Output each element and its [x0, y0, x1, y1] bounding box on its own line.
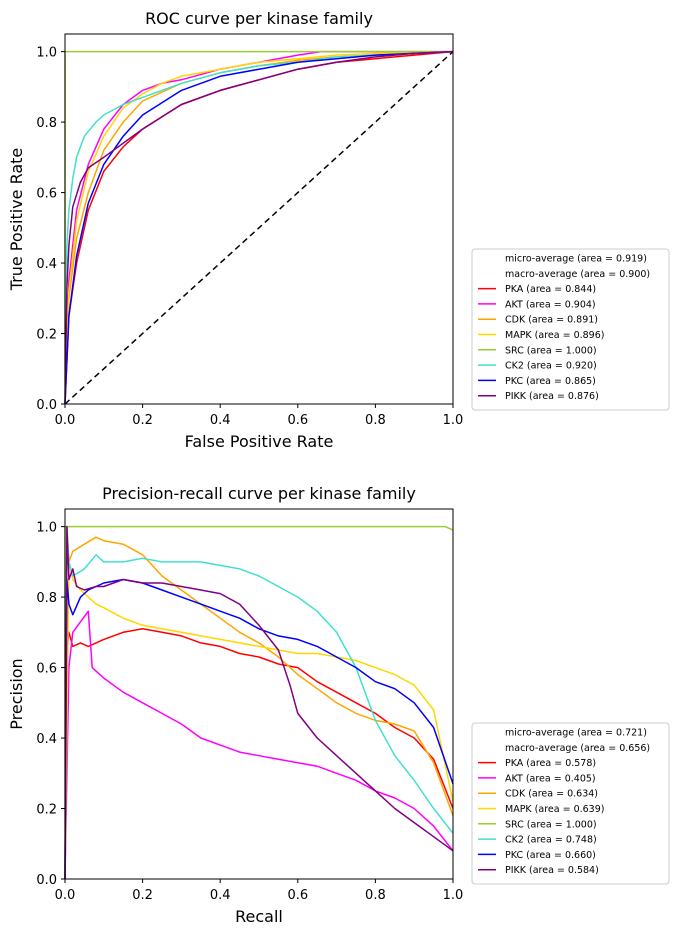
pr-y-tick-label: 0.8 [36, 591, 57, 606]
pr-x-tick-label: 0.0 [55, 888, 76, 903]
roc-legend-entry: MAPK (area = 0.896) [505, 330, 604, 341]
pr-y-tick-label: 0.6 [36, 662, 57, 677]
pr-legend-entry: PKA (area = 0.578) [505, 758, 596, 769]
pr-legend-entry: CDK (area = 0.634) [505, 789, 598, 800]
roc-x-tick-label: 0.8 [365, 413, 386, 428]
roc-legend: micro-average (area = 0.919) macro-averag… [471, 248, 670, 411]
pr-legend-entry: PIKK (area = 0.584) [505, 865, 599, 876]
roc-x-tick-label: 0.4 [210, 413, 231, 428]
pr-y-tick-label: 0.4 [36, 732, 57, 747]
pr-legend-box [471, 722, 670, 885]
roc-x-tick-label: 0.6 [287, 413, 308, 428]
pr-x-tick-label: 0.6 [287, 888, 308, 903]
roc-legend-entry: PIKK (area = 0.876) [505, 391, 599, 402]
roc-chance-line [64, 51, 454, 405]
roc-y-tick-label: 0.6 [36, 187, 57, 202]
pr-legend-entry: CK2 (area = 0.748) [505, 835, 597, 846]
roc-y-tick-label: 0.4 [36, 257, 57, 272]
roc-legend-entry: macro-average (area = 0.900) [505, 269, 650, 280]
roc-series-layer [64, 50, 454, 405]
roc-chart: ROC curve per kinase family 0.0 0.2 0.4 0.6… [7, 9, 670, 451]
pr-y-tick-label: 1.0 [36, 521, 57, 536]
roc-x-tick-label: 0.0 [55, 413, 76, 428]
pr-x-axis-label: Recall [235, 907, 283, 926]
pr-x-tick-label: 0.8 [365, 888, 386, 903]
roc-x-tick-label: 1.0 [443, 413, 464, 428]
roc-series-ck2 [64, 50, 454, 405]
pr-legend: micro-average (area = 0.721) macro-averag… [471, 722, 670, 885]
pr-legend-entry: SRC (area = 1.000) [505, 819, 597, 830]
pr-y-tick-label: 0.0 [36, 873, 57, 888]
pr-series-pkc [64, 578, 454, 880]
pr-legend-entry: MAPK (area = 0.639) [505, 804, 604, 815]
roc-series-mapk [64, 50, 454, 405]
roc-ticks: 0.0 0.2 0.4 0.6 0.8 1.0 0.0 0.2 0.4 0.6 0.8 1.0 [36, 46, 463, 428]
roc-legend-entry: SRC (area = 1.000) [505, 345, 597, 356]
pr-ticks: 0.0 0.2 0.4 0.6 0.8 1.0 0.0 0.2 0.4 0.6 0.8 1.0 [36, 521, 463, 903]
roc-y-tick-label: 0.0 [36, 398, 57, 413]
pr-y-tick-label: 0.2 [36, 803, 57, 818]
roc-series-pkc [64, 50, 454, 405]
roc-x-tick-label: 0.2 [132, 413, 153, 428]
pr-series-ck2 [64, 525, 454, 880]
roc-legend-entry: PKC (area = 0.865) [505, 376, 596, 387]
roc-y-axis-label: True Positive Rate [7, 148, 26, 292]
pr-x-tick-label: 0.2 [132, 888, 153, 903]
pr-chart-title: Precision-recall curve per kinase family [102, 484, 416, 503]
pr-series-mapk [64, 561, 454, 880]
pr-series-layer [64, 525, 454, 880]
pr-series-akt [64, 610, 454, 880]
roc-legend-entry: PKA (area = 0.844) [505, 284, 596, 295]
roc-y-tick-label: 0.8 [36, 116, 57, 131]
pr-chart: Precision-recall curve per kinase family… [7, 484, 670, 926]
pr-legend-entry: macro-average (area = 0.656) [505, 743, 650, 754]
pr-series-pikk [64, 525, 454, 880]
pr-x-tick-label: 0.4 [210, 888, 231, 903]
pr-y-axis-label: Precision [7, 658, 26, 729]
roc-legend-entry: CDK (area = 0.891) [505, 315, 598, 326]
roc-series-pikk [64, 50, 454, 405]
roc-y-tick-label: 0.2 [36, 328, 57, 343]
roc-legend-box [471, 248, 670, 411]
pr-legend-entry: PKC (area = 0.660) [505, 850, 596, 861]
pr-legend-entry: AKT (area = 0.405) [505, 773, 596, 784]
roc-legend-entry: micro-average (area = 0.919) [505, 254, 647, 265]
roc-x-axis-label: False Positive Rate [185, 432, 334, 451]
pr-plot-frame [64, 508, 454, 880]
roc-y-tick-label: 1.0 [36, 46, 57, 61]
roc-legend-entry: CK2 (area = 0.920) [505, 361, 597, 372]
roc-chart-title: ROC curve per kinase family [145, 9, 373, 28]
roc-legend-entry: AKT (area = 0.904) [505, 299, 596, 310]
pr-legend-entry: micro-average (area = 0.721) [505, 728, 647, 739]
roc-plot-frame [64, 33, 454, 405]
pr-x-tick-label: 1.0 [443, 888, 464, 903]
pr-series-pka [64, 628, 454, 880]
